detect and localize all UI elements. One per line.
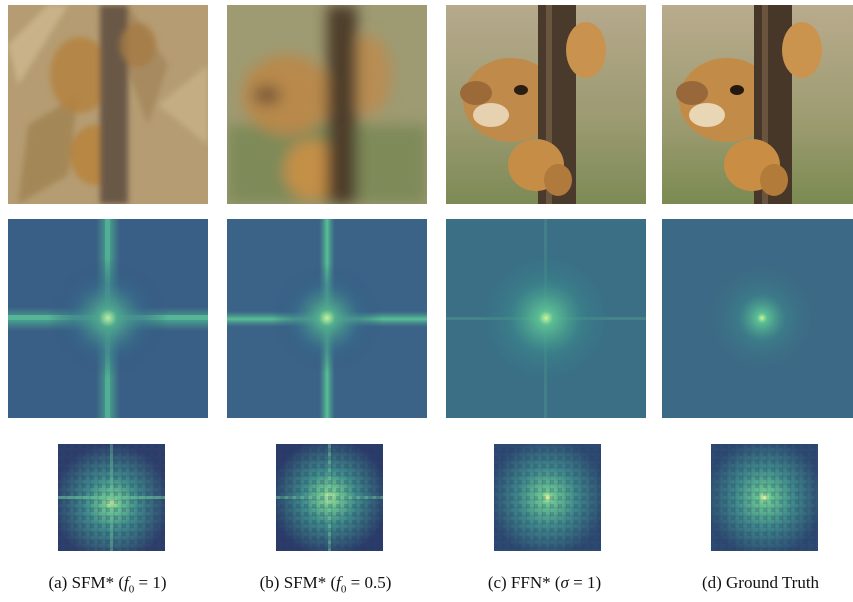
caption-b: (b) SFM* (f0 = 0.5): [259, 573, 392, 596]
zoomed-spectrum-ground-truth: [711, 444, 818, 551]
zoomed-spectrum-ffn-sigma-1: [494, 444, 601, 551]
spectrum-ffn-sigma-1: [446, 219, 646, 418]
reconstruction-image-ffn-sigma-1: [446, 5, 646, 204]
zoomed-spectrum-sfm-f0-1: [58, 444, 165, 551]
spectrum-sfm-f0-1: [8, 219, 208, 418]
caption-a: (a) SFM* (f0 = 1): [48, 573, 167, 596]
ground-truth-image: [662, 5, 853, 204]
reconstruction-image-sfm-f0-1: [8, 5, 208, 204]
zoomed-spectrum-sfm-f0-0.5: [276, 444, 383, 551]
caption-d: (d) Ground Truth: [701, 573, 820, 592]
caption-c: (c) FFN* (σ = 1): [487, 573, 602, 592]
reconstruction-image-sfm-f0-0.5: [227, 5, 427, 204]
spectrum-sfm-f0-0.5: [227, 219, 427, 418]
spectrum-ground-truth: [662, 219, 853, 418]
